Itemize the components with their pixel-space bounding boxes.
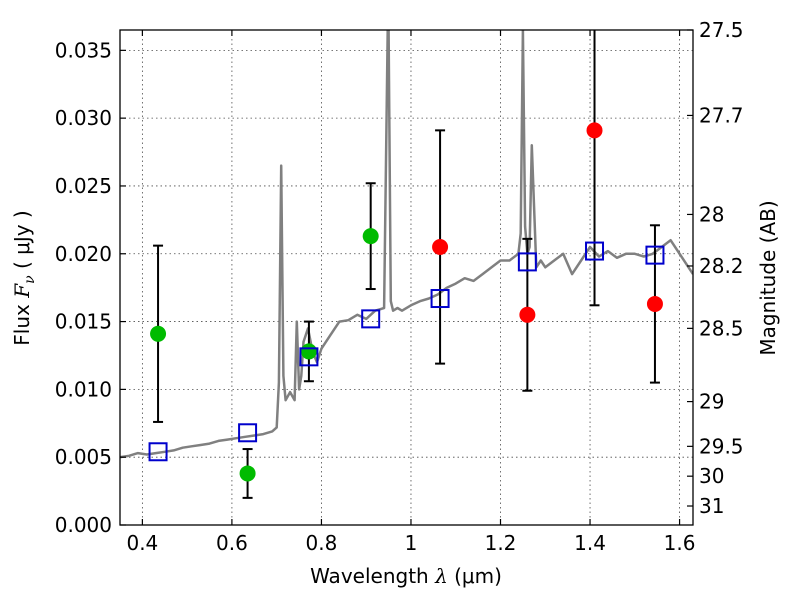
y-axis-title: Flux Fν ( μJy ) (10, 210, 38, 345)
y2-tick-label: 27.7 (699, 103, 744, 127)
y2-tick-label: 29.5 (699, 434, 744, 458)
model-flux-square (517, 252, 537, 272)
sed-model-line (120, 30, 693, 459)
observed-flux-point (646, 295, 663, 312)
model-flux-square (585, 241, 605, 261)
y2-tick-label: 31 (699, 494, 724, 518)
observed-flux-point (586, 122, 603, 139)
x-tick-label: 1.6 (664, 531, 696, 555)
y2-tick-label: 28.5 (699, 316, 744, 340)
grid-lines (120, 30, 693, 526)
model-flux-square (148, 442, 168, 462)
observed-flux-point (432, 238, 449, 255)
x-tick-label: 1.4 (574, 531, 606, 555)
y2-tick-label: 27.5 (699, 18, 744, 42)
y-tick-label: 0.005 (55, 445, 112, 469)
observed-flux-point (300, 343, 317, 360)
model-flux-square (645, 245, 665, 265)
y-tick-label: 0.035 (55, 38, 112, 62)
x-tick-label: 0.6 (216, 531, 248, 555)
model-flux-square (430, 289, 450, 309)
x-tick-label: 0.8 (306, 531, 338, 555)
y-tick-label: 0.015 (55, 310, 112, 334)
y-tick-label: 0.010 (55, 377, 112, 401)
y2-axis-title: Magnitude (AB) (756, 200, 780, 355)
y2-tick-label: 28.2 (699, 254, 744, 278)
observed-flux-point (362, 228, 379, 245)
y-tick-label: 0.000 (55, 513, 112, 537)
y2-tick-label: 29 (699, 390, 724, 414)
model-flux-square (299, 347, 319, 367)
model-flux-square (361, 309, 381, 329)
axes-frame (119, 29, 694, 526)
y2-tick-label: 30 (699, 464, 724, 488)
plot-area (120, 30, 693, 499)
x-axis-title: Wavelength λ (μm) (310, 564, 502, 588)
observed-flux-point (239, 465, 256, 482)
y-tick-label: 0.030 (55, 106, 112, 130)
model-flux-square (238, 423, 258, 443)
observed-flux-point (519, 306, 536, 323)
x-tick-label: 1.2 (485, 531, 517, 555)
y2-tick-label: 28 (699, 202, 724, 226)
y-tick-label: 0.025 (55, 174, 112, 198)
y-tick-label: 0.020 (55, 242, 112, 266)
x-tick-label: 0.4 (126, 531, 158, 555)
axis-ticks: 0.4 0.6 0.8 1 1.2 1.4 1.6 0.000 0.005 0.010 0.015 0… (55, 18, 744, 555)
observed-flux-point (150, 325, 167, 342)
x-tick-label: 1 (405, 531, 418, 555)
